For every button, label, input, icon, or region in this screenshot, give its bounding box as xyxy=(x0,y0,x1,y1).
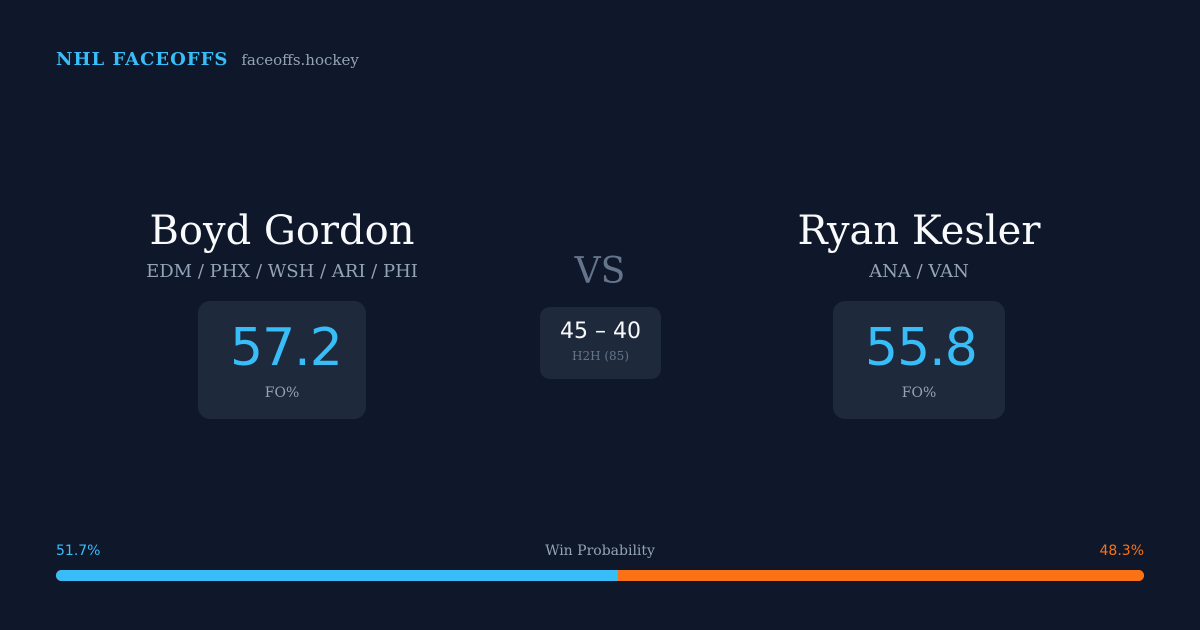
player-teams-right: ANA / VAN xyxy=(869,261,969,282)
head-to-head-label: H2H (85) xyxy=(571,349,629,363)
win-probability-bar xyxy=(56,570,1144,581)
head-to-head-box: 45 – 40 H2H (85) xyxy=(540,307,661,379)
player-name-right: Ryan Kesler xyxy=(797,208,1041,254)
faceoff-stat-box-left: 57.2 FO% xyxy=(198,301,366,419)
win-probability-bar-right xyxy=(618,570,1144,581)
brand-name[interactable]: NHL FACEOFFS xyxy=(56,49,229,70)
faceoff-pct-right: 55.8 xyxy=(865,318,978,378)
win-probability-left: 51.7% xyxy=(56,543,101,559)
win-probability-right: 48.3% xyxy=(1099,543,1144,559)
faceoff-pct-label-left: FO% xyxy=(264,385,300,401)
vs-label: VS xyxy=(574,251,626,292)
faceoff-pct-label-right: FO% xyxy=(901,385,937,401)
faceoff-pct-left: 57.2 xyxy=(230,318,343,378)
player-card-left: Boyd Gordon EDM / PHX / WSH / ARI / PHI … xyxy=(52,205,512,419)
brand: NHL FACEOFFS faceoffs.hockey xyxy=(56,49,359,70)
faceoff-stat-box-right: 55.8 FO% xyxy=(833,301,1005,419)
player-card-right: Ryan Kesler ANA / VAN 55.8 FO% xyxy=(689,205,1149,419)
win-probability-bar-left xyxy=(56,570,619,581)
brand-url[interactable]: faceoffs.hockey xyxy=(241,51,359,69)
win-probability-title: Win Probability xyxy=(545,543,655,559)
win-probability-labels: 51.7% Win Probability 48.3% xyxy=(56,543,1144,563)
player-teams-left: EDM / PHX / WSH / ARI / PHI xyxy=(146,261,418,282)
player-name-left: Boyd Gordon xyxy=(149,208,415,254)
head-to-head-score: 45 – 40 xyxy=(560,319,641,344)
